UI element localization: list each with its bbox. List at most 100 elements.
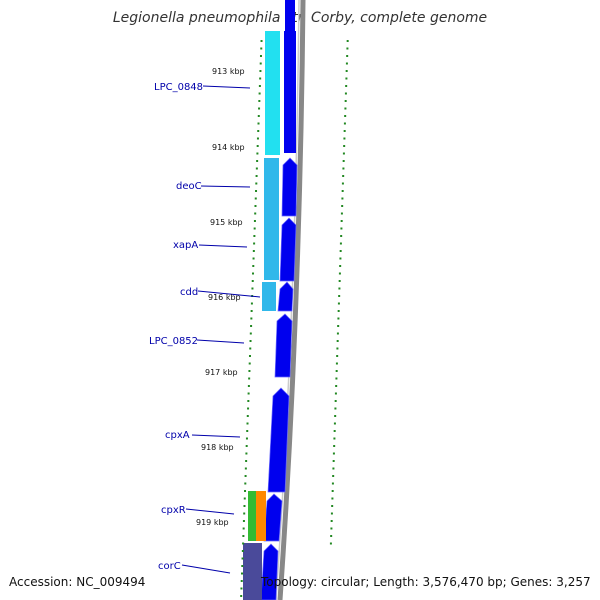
- forward-strand-gene: [274, 313, 293, 378]
- minor-tick: [344, 100, 347, 102]
- gene-leader-line: [185, 508, 235, 515]
- minor-tick: [341, 205, 344, 207]
- minor-tick: [336, 340, 339, 342]
- minor-tick: [345, 77, 348, 80]
- minor-tick: [258, 107, 261, 110]
- minor-tick: [242, 542, 245, 545]
- minor-tick: [245, 445, 248, 447]
- minor-tick: [341, 197, 344, 200]
- minor-tick: [331, 497, 334, 500]
- minor-tick: [240, 580, 243, 582]
- minor-tick: [244, 475, 247, 477]
- minor-tick: [342, 160, 345, 162]
- minor-tick: [334, 392, 337, 395]
- minor-tick: [257, 115, 260, 117]
- minor-tick: [330, 535, 333, 537]
- forward-strand-gene: [279, 217, 297, 282]
- minor-tick: [243, 497, 246, 500]
- minor-tick: [242, 520, 245, 522]
- gene-label[interactable]: cpxR: [161, 505, 186, 516]
- gene-label[interactable]: deoC: [176, 181, 202, 192]
- minor-tick: [242, 527, 245, 530]
- minor-tick: [345, 62, 348, 65]
- genome-summary: Topology: circular; Length: 3,576,470 bp…: [261, 575, 591, 589]
- minor-tick: [260, 40, 263, 42]
- minor-tick: [248, 370, 251, 372]
- minor-tick: [256, 137, 259, 140]
- gene-leader-line: [191, 434, 241, 438]
- minor-tick: [331, 490, 334, 492]
- forward-strand-gene: [277, 281, 294, 312]
- gene-label[interactable]: xapA: [173, 240, 198, 251]
- gene-leader-line: [196, 339, 245, 344]
- minor-tick: [346, 55, 349, 57]
- minor-tick: [335, 362, 338, 365]
- accession-label: Accession: NC_009494: [9, 575, 146, 589]
- minor-tick: [334, 407, 337, 410]
- cog-segment: [243, 543, 262, 600]
- map-title: Legionella pneumophila str. Corby, compl…: [112, 10, 488, 26]
- gene-label[interactable]: cdd: [180, 287, 198, 298]
- forward-strand-segment: [285, 0, 295, 31]
- minor-tick: [249, 340, 252, 342]
- minor-tick: [335, 377, 338, 380]
- genome-backbone-outer: [277, 0, 306, 600]
- minor-tick: [260, 47, 263, 50]
- minor-tick: [342, 152, 345, 155]
- minor-tick: [344, 107, 347, 110]
- minor-tick: [255, 167, 258, 170]
- minor-tick: [248, 355, 251, 357]
- gene-leader-line: [181, 564, 231, 574]
- minor-tick: [241, 565, 244, 567]
- minor-tick: [251, 287, 254, 290]
- minor-tick: [254, 212, 257, 215]
- minor-tick: [334, 415, 337, 417]
- minor-tick: [252, 265, 255, 267]
- gene-label-leaders: [181, 85, 261, 574]
- minor-tick: [259, 70, 262, 72]
- minor-tick: [340, 227, 343, 230]
- minor-tick: [332, 460, 335, 462]
- minor-tick: [255, 190, 258, 192]
- gene-leader-line: [202, 85, 251, 89]
- minor-tick: [242, 535, 245, 537]
- minor-tick: [252, 272, 255, 275]
- minor-tick: [243, 512, 246, 515]
- forward-strand-gene: [263, 493, 283, 542]
- minor-tick: [332, 467, 335, 470]
- minor-tick: [244, 490, 247, 492]
- minor-tick: [254, 197, 257, 200]
- minor-tick: [343, 122, 346, 125]
- gene-label[interactable]: corC: [158, 561, 181, 572]
- minor-tick: [255, 175, 258, 177]
- minor-tick: [341, 182, 344, 185]
- minor-tick: [339, 242, 342, 245]
- kbp-tick-label: 918 kbp: [201, 443, 234, 452]
- minor-tick: [251, 280, 254, 282]
- minor-tick: [339, 257, 342, 260]
- kbp-tick-label: 915 kbp: [210, 218, 243, 227]
- kbp-tick-label: 914 kbp: [212, 143, 245, 152]
- minor-tick: [340, 212, 343, 215]
- minor-tick: [332, 452, 335, 455]
- minor-tick: [246, 415, 249, 417]
- minor-tick: [336, 355, 339, 357]
- gene-label[interactable]: LPC_0852: [149, 336, 198, 347]
- minor-tick: [259, 55, 262, 57]
- minor-tick: [245, 460, 248, 462]
- minor-tick: [247, 392, 250, 395]
- minor-tick: [333, 430, 336, 432]
- minor-tick: [345, 85, 348, 87]
- minor-tick: [343, 145, 346, 147]
- kbp-tick-label: 917 kbp: [205, 368, 238, 377]
- minor-tick: [240, 587, 243, 590]
- forward-strand-gene: [281, 157, 298, 217]
- minor-tick: [339, 265, 342, 267]
- minor-tick: [336, 347, 339, 350]
- gene-label[interactable]: LPC_0848: [154, 82, 203, 93]
- cog-segment: [248, 491, 256, 541]
- minor-tick: [343, 130, 346, 132]
- gene-label[interactable]: cpxA: [165, 430, 190, 441]
- minor-tick: [335, 370, 338, 372]
- minor-tick: [337, 317, 340, 320]
